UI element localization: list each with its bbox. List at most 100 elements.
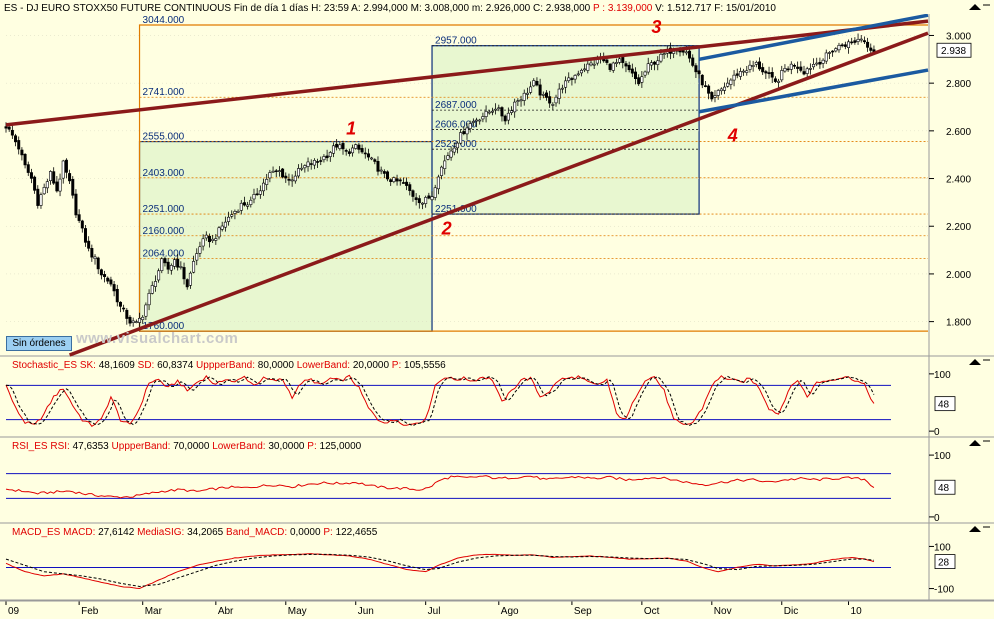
candle [363, 147, 367, 159]
candle-body [185, 279, 189, 288]
candle-body [420, 202, 424, 205]
fibo-level-label: 2555.000 [143, 132, 185, 143]
candle [592, 60, 596, 70]
candle-body [808, 68, 812, 70]
candle-body [71, 179, 75, 196]
candle [815, 57, 819, 67]
candle [850, 37, 854, 45]
price-panel[interactable]: 3044.000 2741.000 2555.000 2403.000 2251.000… [4, 13, 929, 357]
candle-body [452, 147, 456, 153]
candle-body [141, 316, 145, 321]
candle [328, 150, 332, 162]
x-tick-label: 10 [851, 606, 863, 617]
macd-panel[interactable]: 100 -100 28 MACD_ES MACD: 27,6142 MediaSIG:… [5, 526, 990, 596]
candle-body [153, 281, 157, 287]
candle-body [621, 57, 625, 63]
candle [61, 159, 65, 184]
osc-tick-label: -100 [934, 585, 954, 596]
candle-body [325, 155, 329, 159]
candle-body [379, 169, 383, 172]
candle [258, 185, 262, 199]
candle [503, 114, 507, 125]
candle [862, 36, 866, 44]
candle-body [427, 195, 431, 199]
candle-body [729, 79, 733, 85]
candle [586, 60, 590, 74]
candle-body [217, 227, 221, 238]
candle [96, 256, 100, 275]
candle-body [449, 150, 453, 158]
candle-body [624, 63, 628, 67]
candle [570, 76, 574, 86]
price-tick-label: 2.200 [946, 222, 971, 233]
candle-body [796, 66, 800, 69]
candle-body [64, 159, 68, 173]
candle-body [42, 187, 46, 195]
candle-body [363, 152, 367, 155]
candle-body [640, 76, 644, 83]
candle [786, 66, 790, 72]
candle-body [433, 187, 437, 198]
osc-legend-title: MACD_ES [12, 527, 63, 538]
box2-level-label: 2687.000 [435, 100, 477, 111]
candle-body [754, 62, 758, 65]
candle [443, 155, 447, 175]
candle-body [726, 82, 730, 87]
candle [71, 176, 75, 199]
candle [217, 226, 221, 240]
candle-body [576, 73, 580, 76]
osc-legend-key: P: [392, 360, 404, 371]
candle-body [735, 73, 739, 76]
candle-body [277, 170, 281, 172]
candle-body [223, 221, 227, 228]
candle-body [306, 161, 310, 167]
candle-body [681, 50, 685, 53]
candle [551, 102, 555, 111]
candle [455, 141, 459, 154]
candle-body [192, 261, 196, 273]
axes: 1.800 2.000 2.200 2.400 2.600 2.800 3.000 2.938… [0, 31, 994, 617]
candle [532, 78, 536, 88]
x-tick-label: Jun [358, 606, 374, 617]
candle-body [281, 168, 285, 178]
candle [284, 172, 288, 183]
candle-body [68, 173, 72, 182]
candle [303, 164, 307, 173]
candle [160, 257, 164, 274]
candle-body [106, 277, 110, 282]
candle-body [373, 159, 377, 162]
candle-body [643, 71, 647, 76]
candle [742, 68, 746, 76]
x-tick-label: Abr [218, 606, 234, 617]
candle [274, 168, 278, 178]
candle [837, 42, 841, 53]
osc-legend-value: 47,6353 [73, 441, 112, 452]
candle-body [535, 80, 539, 86]
candle [608, 63, 612, 72]
candle-body [716, 90, 720, 96]
fibo-level-label: 3044.000 [143, 15, 185, 26]
candle [138, 312, 142, 329]
candle [535, 77, 539, 87]
candle [36, 185, 40, 209]
candle [42, 183, 46, 195]
candle [87, 236, 91, 252]
candle-body [138, 317, 142, 323]
stochastic-panel[interactable]: 100 0 48 Stochastic_ES SK: 48,1609 SD: 60,8… [5, 359, 990, 438]
candle [316, 158, 320, 168]
candle [481, 112, 485, 123]
candle-body [338, 144, 342, 149]
rsi-panel[interactable]: 100 0 48 RSI_ES RSI: 47,6353 UppperBand: 70… [5, 440, 990, 524]
candle [347, 148, 351, 157]
candle-body [417, 198, 421, 204]
candle-body [475, 119, 479, 122]
candle [745, 65, 749, 76]
candle-body [125, 309, 129, 319]
candle-body [503, 115, 507, 122]
candle [389, 178, 393, 186]
candle [761, 63, 765, 75]
sin-ordenes-button[interactable]: Sin órdenes [6, 336, 72, 351]
candle [17, 136, 21, 155]
candle [354, 143, 358, 150]
